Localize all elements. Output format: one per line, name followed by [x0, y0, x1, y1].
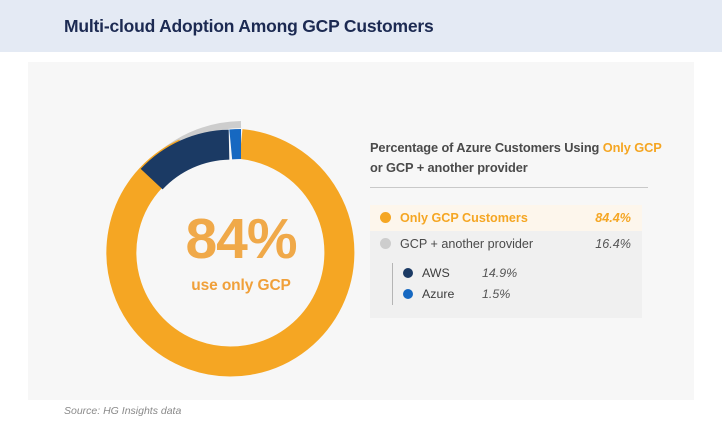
legend-subrow-aws[interactable]: AWS 14.9% — [403, 263, 562, 284]
content-panel: 84% use only GCP Percentage of Azure Cus… — [28, 62, 694, 400]
legend-block: Only GCP Customers 84.4% GCP + another p… — [370, 204, 642, 318]
legend-heading-highlight: Only GCP — [602, 140, 662, 155]
legend-dot-other-providers — [380, 238, 391, 250]
legend-heading-part1: Percentage of Azure Customers Using — [370, 140, 603, 155]
donut-chart-svg — [106, 121, 355, 377]
legend-dot-azure — [403, 289, 413, 300]
legend-value-azure: 1.5% — [482, 287, 511, 302]
legend-sublist: AWS 14.9% Azure 1.5% — [392, 262, 562, 305]
legend-heading: Percentage of Azure Customers Using Only… — [370, 138, 665, 178]
legend-heading-part2: or GCP + another provider — [370, 159, 528, 175]
legend-value-other-providers: 16.4% — [595, 236, 631, 251]
legend-row-other-providers[interactable]: GCP + another provider 16.4% — [370, 231, 642, 257]
legend-panel: Percentage of Azure Customers Using Only… — [370, 138, 665, 318]
legend-subrow-azure[interactable]: Azure 1.5% — [403, 284, 562, 305]
legend-row-only-gcp[interactable]: Only GCP Customers 84.4% — [370, 204, 642, 231]
legend-label-other-providers: GCP + another provider — [400, 236, 534, 251]
legend-dot-only-gcp — [380, 212, 391, 224]
legend-dot-aws — [403, 268, 413, 279]
legend-label-only-gcp: Only GCP Customers — [400, 210, 528, 225]
page-title: Multi-cloud Adoption Among GCP Customers — [64, 16, 434, 36]
legend-label-azure: Azure — [422, 287, 455, 302]
arc-segment-aws — [140, 129, 230, 190]
legend-value-aws: 14.9% — [482, 266, 518, 281]
legend-value-only-gcp: 84.4% — [595, 210, 631, 225]
donut-chart: 84% use only GCP — [89, 101, 393, 405]
legend-label-aws: AWS — [422, 266, 450, 281]
source-note: Source: HG Insights data — [64, 405, 182, 417]
legend-divider — [370, 186, 648, 188]
header-band — [0, 0, 722, 52]
arc-segment-only-gcp — [106, 129, 355, 377]
